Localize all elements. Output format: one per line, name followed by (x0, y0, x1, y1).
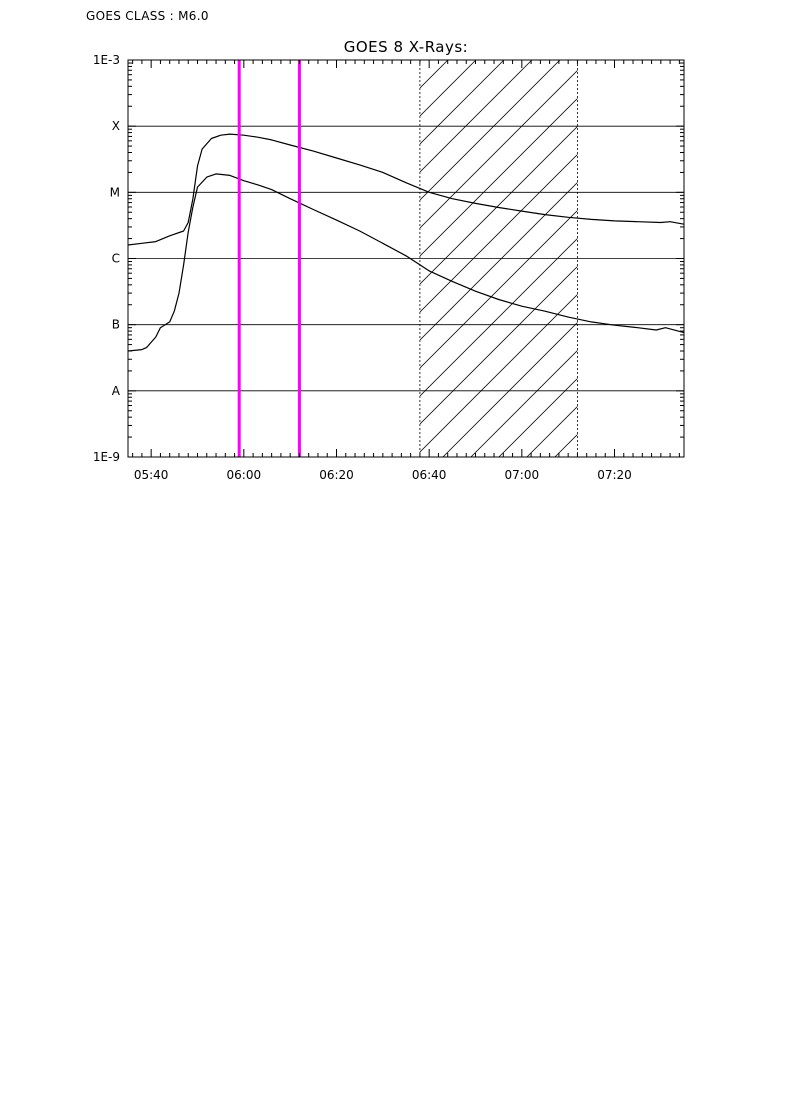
y-tick-label: M (110, 185, 120, 199)
hatch-line (419, 60, 561, 201)
hatch-line (442, 321, 578, 457)
y-tick-label: 1E-9 (93, 450, 120, 464)
hatch-line (419, 60, 533, 173)
hatch-line (419, 153, 578, 313)
ticks-layer (128, 59, 684, 458)
y-tick-label: A (112, 384, 121, 398)
grid-layer (128, 125, 684, 392)
y-tick-label: X (112, 119, 120, 133)
x-tick-label: 07:20 (597, 468, 632, 482)
goes-class-label: GOES CLASS : M6.0 (86, 9, 209, 23)
y-tick-label: C (112, 252, 120, 266)
xray-flux-curve-1 (128, 133, 684, 246)
hatch-line (419, 209, 578, 369)
hatch-line (470, 349, 578, 457)
x-tick-label: 07:00 (505, 468, 540, 482)
x-tick-label: 06:00 (227, 468, 262, 482)
x-tick-label: 06:40 (412, 468, 447, 482)
xray-flux-curve-2 (128, 173, 684, 352)
markers-layer (237, 60, 301, 457)
x-tick-label: 06:20 (319, 468, 354, 482)
chart-title: GOES 8 X-Rays: (344, 38, 468, 56)
hatch-line (419, 125, 578, 285)
hatched-region (419, 60, 578, 457)
hatch-line (419, 60, 505, 145)
curves-layer (128, 133, 684, 352)
hatch-line (419, 293, 578, 453)
y-tick-label: 1E-3 (93, 53, 120, 67)
y-tick-labels: 1E-3 X M C B A 1E-9 (93, 53, 121, 464)
hatch-line (419, 97, 578, 257)
x-tick-label: 05:40 (134, 468, 169, 482)
hatch-line (498, 377, 578, 457)
hatch-line (419, 237, 578, 397)
x-tick-labels: 05:40 06:00 06:20 06:40 07:00 07:20 (134, 468, 632, 482)
hatch-lines (419, 60, 578, 457)
y-tick-label: B (112, 318, 120, 332)
hatch-line (419, 265, 578, 425)
hatch-line (419, 181, 578, 341)
hatch-line (419, 69, 578, 229)
